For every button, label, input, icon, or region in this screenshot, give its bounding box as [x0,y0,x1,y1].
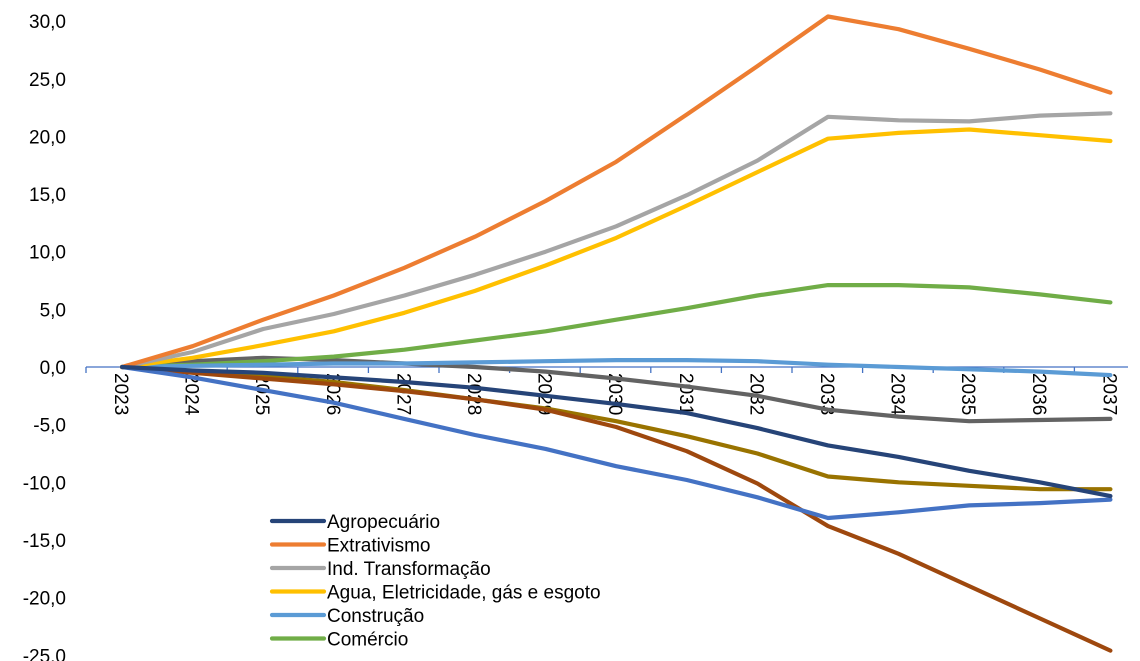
y-tick-label: -25,0 [23,646,66,661]
x-tick-label: 2033 [816,373,837,415]
legend-label: Comércio [327,630,408,651]
y-tick-label: 10,0 [29,243,66,264]
y-tick-label: 0,0 [40,358,66,379]
legend-label: Ind. Transformação [327,559,491,580]
series-line [119,111,1113,370]
y-tick-label: 30,0 [29,12,66,33]
y-tick-label: -10,0 [23,473,66,494]
y-tick-label: 15,0 [29,185,66,206]
series-line [119,364,1113,521]
series-line [119,127,1113,370]
y-tick-label: 5,0 [40,300,66,321]
y-tick-label: 25,0 [29,70,66,91]
series-line [119,364,1113,492]
y-tick-label: 20,0 [29,127,66,148]
series-line [119,283,1113,370]
x-tick-label: 2025 [251,373,272,415]
x-tick-label: 2036 [1028,373,1049,415]
series-line [119,14,1113,370]
y-axis: 30,0 25,0 20,0 15,0 10,0 5,0 0,0 -5,0 -10,0 -15,0… [23,12,66,661]
legend-label: Agua, Eletricidade, gás e esgoto [327,583,601,604]
x-tick-label: 2031 [675,373,696,415]
legend-label: Agropecuário [327,512,440,533]
y-tick-label: -20,0 [23,589,66,610]
x-tick-label: 2024 [181,373,202,416]
series-line [119,364,1113,499]
series-layer [119,14,1113,653]
series-line [119,358,1113,378]
legend-label: Construção [327,606,424,627]
y-tick-label: -5,0 [33,416,66,437]
x-tick-label: 2035 [957,373,978,415]
x-tick-label: 2037 [1098,373,1119,415]
series-line [119,364,1113,653]
x-tick-label: 2028 [463,373,484,415]
legend-label: Extrativismo [327,536,430,557]
y-tick-label: -15,0 [23,531,66,552]
x-tick-label: 2034 [887,373,908,416]
x-tick-label: 2023 [110,373,131,415]
